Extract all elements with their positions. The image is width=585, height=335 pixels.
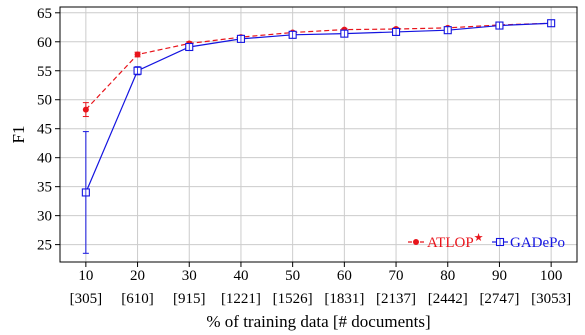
x-secondary-tick-label: [610] [121, 291, 154, 307]
y-tick-label: 40 [37, 151, 52, 167]
series-line-atlop [85, 22, 552, 110]
y-tick-label: 60 [37, 35, 52, 51]
data-point [134, 51, 141, 58]
x-secondary-tick-label: [915] [173, 291, 206, 307]
plot-frame [59, 6, 578, 263]
x-tick-label: 30 [182, 268, 197, 284]
x-tick-label: 20 [130, 268, 145, 284]
y-tick-label: 50 [37, 93, 52, 109]
legend-label-gadepo: GADePo [510, 235, 565, 251]
x-tick-label: 10 [78, 268, 93, 284]
legend: ATLOP★ GADePo [408, 232, 565, 251]
x-axis: 10 [305] 20 [610] 30 [915] 40 [1221] 50 [1526] 60 [… [70, 262, 571, 307]
x-tick-label: 90 [492, 268, 507, 284]
x-tick-label: 40 [233, 268, 248, 284]
x-axis-label: % of training data [# documents] [206, 312, 430, 331]
legend-marker-atlop [413, 239, 419, 245]
y-tick-label: 30 [37, 209, 52, 225]
y-tick-label: 35 [37, 180, 52, 196]
x-tick-label: 70 [389, 268, 404, 284]
x-secondary-tick-label: [3053] [531, 291, 571, 307]
x-secondary-tick-label: [305] [70, 291, 103, 307]
legend-star-atlop: ★ [474, 232, 484, 244]
y-tick-label: 55 [37, 64, 52, 80]
y-axis: 25 30 35 40 45 50 55 60 65 [37, 6, 60, 254]
x-tick-label: 80 [440, 268, 455, 284]
y-tick-label: 25 [37, 238, 52, 254]
series-layer [81, 19, 556, 254]
x-tick-label: 100 [540, 268, 563, 284]
series-line-gadepo [85, 22, 552, 193]
y-axis-label: F1 [9, 126, 28, 144]
x-secondary-tick-label: [2137] [376, 291, 416, 307]
grid [60, 7, 577, 262]
series-gadepo [81, 19, 556, 254]
y-tick-label: 45 [37, 122, 52, 138]
data-point [82, 106, 89, 113]
x-secondary-tick-label: [1831] [324, 291, 364, 307]
x-tick-label: 50 [285, 268, 300, 284]
y-tick-label: 65 [37, 6, 52, 22]
legend-label-atlop: ATLOP [427, 235, 474, 251]
x-secondary-tick-label: [1526] [273, 291, 313, 307]
x-secondary-tick-label: [1221] [221, 291, 261, 307]
x-secondary-tick-label: [2442] [428, 291, 468, 307]
x-secondary-tick-label: [2747] [479, 291, 519, 307]
legend-entry-atlop: ATLOP★ [427, 232, 484, 251]
x-tick-label: 60 [337, 268, 352, 284]
